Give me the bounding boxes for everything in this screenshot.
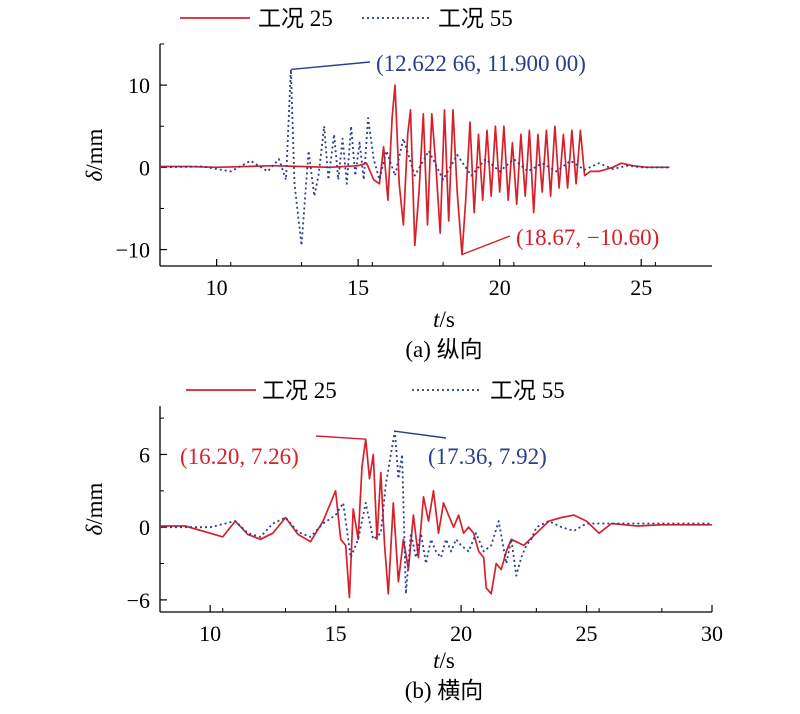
x-tick-label: 20 <box>489 275 511 300</box>
y-tick-label: 6 <box>139 442 150 467</box>
x-tick-label: 20 <box>450 621 472 646</box>
annotation-label: (16.20, 7.26) <box>180 444 299 469</box>
y-tick-label: −6 <box>127 588 150 613</box>
x-axis-label-var: t <box>433 307 440 332</box>
x-tick-label: 10 <box>199 621 221 646</box>
x-axis-label: t/s <box>433 307 455 332</box>
annotation-label: (12.622 66, 11.900 00) <box>376 51 586 76</box>
x-tick-label: 15 <box>325 621 347 646</box>
x-tick-label: 30 <box>701 621 723 646</box>
y-axis-label-unit: /mm <box>82 128 107 170</box>
series-line-case25 <box>160 438 712 599</box>
x-tick-label: 10 <box>206 275 228 300</box>
annotation-label: (18.67, −10.60) <box>516 225 659 250</box>
y-axis-label: δ/mm <box>82 482 107 535</box>
x-tick-label: 25 <box>576 621 598 646</box>
annotation-leader <box>315 435 366 440</box>
x-axis-label: t/s <box>433 648 455 673</box>
y-axis-label-var: δ <box>82 524 107 535</box>
annotation-leader <box>394 430 447 439</box>
annotation-label: (17.36, 7.92) <box>428 444 547 469</box>
y-tick-label: 0 <box>139 515 150 540</box>
chart-panel-b: 10 15 20 25 30 −6 0 6 工况 25 工况 55 (16.20, 7.26) (17… <box>82 378 723 703</box>
y-axis-label: δ/mm <box>82 128 107 181</box>
x-axis-label-var: t <box>433 648 440 673</box>
x-tick-label: 25 <box>630 275 652 300</box>
chart-panel-a: 10 15 20 25 −10 0 10 工况 25 工况 55 (12.622 66, 11.9… <box>82 6 712 362</box>
series-line-case55 <box>160 68 670 247</box>
y-tick-label: −10 <box>116 238 150 263</box>
legend-label: 工况 55 <box>438 6 513 31</box>
x-tick-label: 15 <box>347 275 369 300</box>
panel-caption: (b) 横向 <box>405 678 484 703</box>
y-axis-label-var: δ <box>82 170 107 181</box>
legend-label: 工况 55 <box>490 378 565 403</box>
panel-caption: (a) 纵向 <box>405 337 482 362</box>
legend-label: 工况 25 <box>258 6 333 31</box>
x-axis-label-unit: /s <box>440 307 455 332</box>
annotation-leader <box>290 61 371 71</box>
y-tick-label: 10 <box>128 73 150 98</box>
y-axis-label-unit: /mm <box>82 482 107 524</box>
series-line-case25 <box>160 84 670 256</box>
y-tick-label: 0 <box>139 155 150 180</box>
x-axis-label-unit: /s <box>440 648 455 673</box>
annotation-leader <box>461 235 511 256</box>
legend-label: 工况 25 <box>262 378 337 403</box>
